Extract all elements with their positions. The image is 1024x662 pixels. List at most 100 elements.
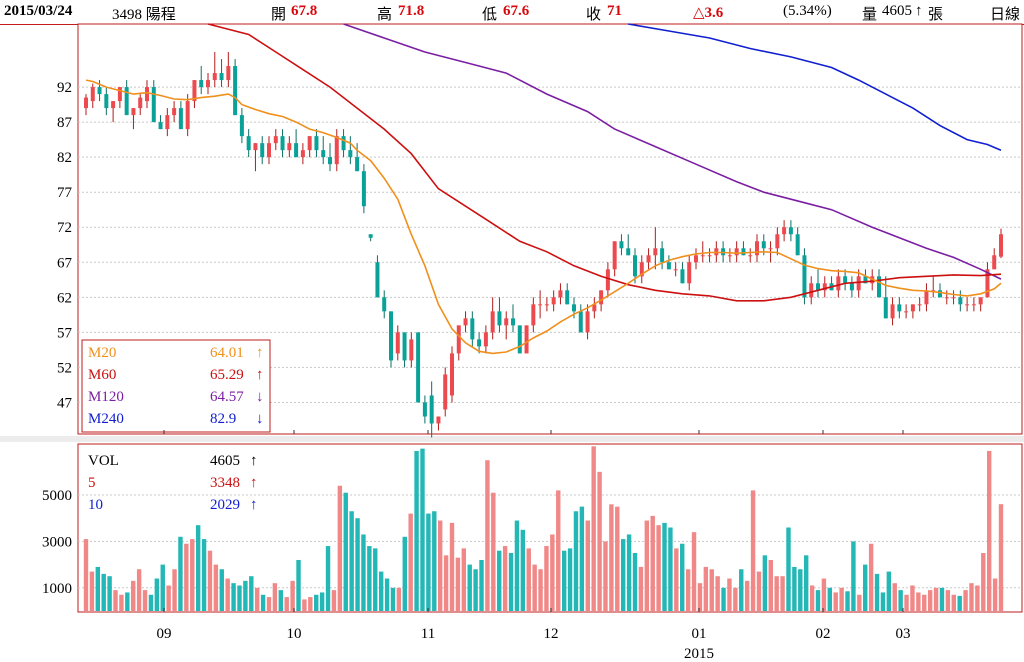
volume-bar: [998, 504, 1004, 611]
volume-bar: [201, 539, 207, 611]
candle-body: [165, 115, 170, 130]
volume-bar: [337, 485, 343, 611]
vol-legend-name: 5: [88, 475, 96, 491]
volume-bar: [750, 490, 756, 611]
volume-tick-label: 1000: [42, 581, 72, 597]
candle-body: [145, 87, 149, 102]
candle: [470, 311, 475, 347]
candle-body: [687, 262, 692, 284]
volume-bar: [561, 550, 567, 611]
candle: [856, 269, 861, 298]
candle: [483, 325, 488, 354]
volume-bar: [136, 569, 142, 611]
volume-bar: [626, 534, 632, 611]
candle-body: [910, 304, 915, 312]
volume-bar: [302, 599, 307, 611]
candle: [294, 129, 299, 158]
volume-bar: [815, 590, 821, 611]
candle-body: [856, 276, 861, 291]
candle-body: [849, 283, 854, 291]
volume-bar: [148, 594, 154, 611]
vol-legend-arrow-icon: ↑: [250, 497, 258, 513]
candle-body: [782, 227, 787, 235]
candle-body: [307, 136, 312, 151]
price-tick-label: 47: [57, 395, 73, 411]
candle-body: [517, 325, 522, 354]
candle: [605, 262, 610, 298]
candle: [314, 129, 319, 158]
volume-bar: [975, 585, 980, 611]
candle: [931, 276, 936, 298]
volume-bar: [609, 504, 614, 611]
candle: [619, 234, 624, 256]
candle-body: [158, 122, 163, 130]
candle-body: [436, 416, 441, 424]
volume-bar: [343, 492, 348, 611]
volume-bar: [904, 594, 909, 611]
candle: [328, 143, 332, 172]
candle-body: [328, 157, 332, 165]
candle: [734, 241, 739, 263]
candle: [375, 255, 380, 298]
candle-body: [761, 241, 766, 249]
volume-bar: [880, 592, 886, 611]
candle-body: [877, 276, 881, 298]
candle: [883, 276, 888, 319]
volume-bar: [668, 527, 673, 611]
ma-legend-value: 64.57: [210, 389, 244, 405]
candle-body: [416, 332, 421, 403]
candle-body: [741, 248, 746, 256]
candle: [727, 248, 732, 263]
quote-header: 2015/03/24 3498 陽程 開 67.8 高 71.8 低 67.6 …: [0, 0, 1024, 24]
candle: [233, 59, 238, 116]
volume-bar: [780, 576, 785, 611]
price-tick-label: 87: [57, 115, 73, 131]
open-price: 67.8: [291, 3, 318, 19]
candle-body: [138, 97, 143, 109]
volume-bar: [361, 534, 366, 611]
candle-body: [84, 97, 88, 109]
volume-bar: [190, 539, 195, 611]
volume-bar: [184, 543, 189, 611]
volume-bar: [685, 569, 691, 611]
candle: [300, 143, 305, 165]
volume-bar: [544, 546, 549, 611]
candle: [280, 129, 285, 158]
volume-bar: [384, 578, 390, 611]
candle-body: [565, 290, 570, 305]
volume-bar: [378, 571, 384, 611]
candle-body: [355, 157, 360, 172]
candle-body: [368, 234, 373, 238]
volume-bar: [125, 592, 130, 611]
candle: [843, 269, 848, 291]
volume-bar: [733, 587, 738, 611]
vol-legend-value: 3348: [210, 475, 240, 491]
volume-bar: [479, 559, 484, 611]
low-label: 低: [482, 7, 498, 23]
candle-body: [361, 171, 366, 207]
high-label: 高: [377, 7, 393, 23]
volume-bar: [272, 583, 278, 611]
candle: [172, 101, 177, 123]
vol-legend-arrow-icon: ↑: [250, 475, 258, 491]
volume-bar: [579, 506, 585, 611]
volume-bar: [101, 573, 106, 611]
candle-body: [951, 297, 956, 299]
candle-body: [795, 234, 800, 256]
candle-body: [429, 395, 434, 424]
candle: [680, 262, 685, 284]
volume-bar: [254, 587, 260, 611]
candle: [111, 101, 116, 123]
ma-legend-name: M120: [88, 389, 124, 405]
volume-bar: [225, 578, 230, 611]
candle-body: [883, 297, 888, 319]
volume-bar: [662, 522, 667, 611]
ma-legend-box: [81, 339, 271, 433]
candle-body: [463, 318, 468, 326]
candle: [924, 283, 929, 312]
price-pane: 47 52 57 62 67 72 77 82 87 92 M20 64.01 ↑ M60 65.29 ↑ M1…: [57, 23, 1023, 438]
ma20-line: [85, 79, 1002, 355]
price-tick-label: 62: [57, 290, 72, 306]
volume-bar: [432, 511, 437, 611]
candle-body: [409, 339, 414, 361]
